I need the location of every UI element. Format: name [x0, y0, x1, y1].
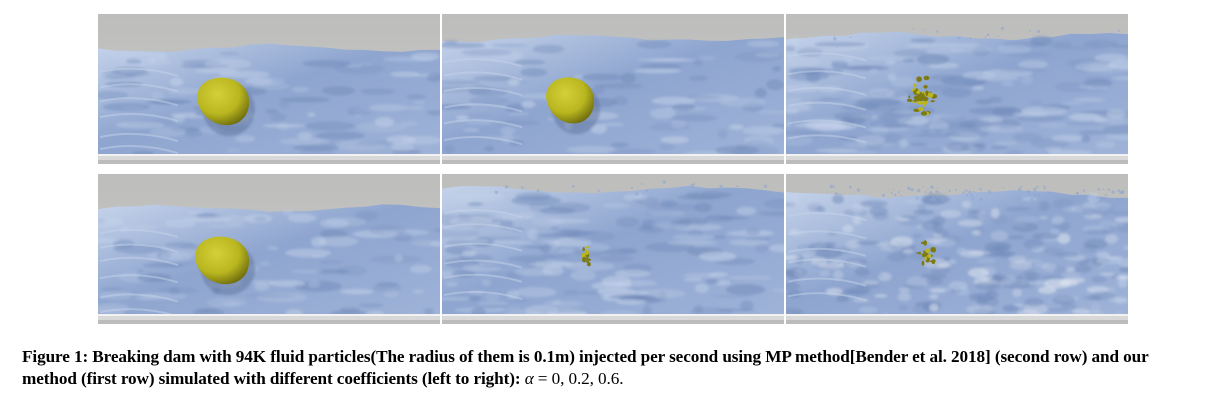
render-image [786, 174, 1128, 324]
panel-row1-col1 [98, 14, 440, 164]
panel-row2-col2 [442, 174, 784, 324]
render-image [98, 174, 440, 324]
panel-row1-col2 [442, 14, 784, 164]
render-image [98, 14, 440, 164]
figure-grid [98, 14, 1128, 326]
caption-math: α = 0, 0.2, 0.6. [525, 369, 624, 388]
panel-row1-col3 [786, 14, 1128, 164]
caption-math-rest: = 0, 0.2, 0.6. [533, 369, 624, 388]
caption-label: Figure 1: [22, 347, 89, 366]
render-image [442, 174, 784, 324]
panel-row2-col1 [98, 174, 440, 324]
caption-math-var: α [524, 369, 534, 388]
figure-caption: Figure 1: Breaking dam with 94K fluid pa… [22, 346, 1202, 390]
render-image [786, 14, 1128, 164]
caption-text: Breaking dam with 94K fluid particles(Th… [22, 347, 1149, 388]
render-image [442, 14, 784, 164]
panel-row2-col3 [786, 174, 1128, 324]
